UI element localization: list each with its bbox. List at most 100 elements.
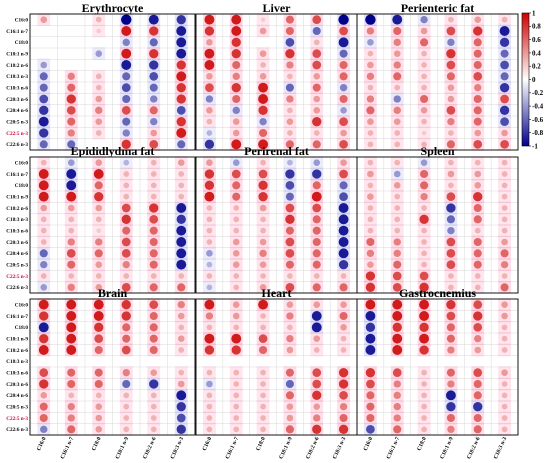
panel-title: Erythrocyte <box>82 1 144 15</box>
correlation-dot: Erythrocyte: C20:3 n-6 × C18:3 n-3 = 0.8 <box>176 94 186 104</box>
correlation-dot: Perienteric fat: C20:3 n-6 × C16:1 n-7 =… <box>393 95 401 103</box>
row-label: C18:0 <box>15 325 29 331</box>
correlation-dot: Perienteric fat: C16:1 n-7 × C16:1 n-7 =… <box>393 26 402 36</box>
correlation-dot: Perienteric fat: C18:0 × C16:0 = -0.4 <box>367 39 374 46</box>
panel-border <box>29 13 196 151</box>
correlation-dot: Epididlydma fat: C18:2 n-6 × C16:1 n-7 =… <box>67 204 75 212</box>
correlation-dot: Liver: C20:4 n-6 × C18:3 n-3 = -0.4 <box>340 107 347 114</box>
correlation-dot: Perirenal fat: C16:0 × C18:0 = 0.3 <box>260 159 266 166</box>
correlation-dot: Brain: C16:1 n-7 × C18:3 n-3 = 0.4 <box>177 312 185 320</box>
correlation-dot: Brain: C18:0 × C16:0 = -0.9 <box>38 322 49 333</box>
correlation-dot: Perirenal fat: C18:3 n-6 × C18:1 n-9 = 0… <box>285 226 294 235</box>
correlation-dot: Perirenal fat: C18:3 n-3 × C18:1 n-9 = 0… <box>285 214 295 224</box>
correlation-dot: Heart: C20:5 n-3 × C16:0 = 0.3 <box>206 403 213 410</box>
correlation-dot: Liver: C18:2 n-6 × C18:0 = 0.3 <box>260 62 266 68</box>
correlation-dot: Spleen: C22:6 n-3 × C18:3 n-3 = 0.6 <box>500 283 509 292</box>
correlation-dot: Liver: C20:5 n-3 × C16:1 n-7 = 0.4 <box>232 118 240 125</box>
correlation-dot: Perienteric fat: C16:0 × C18:0 = -0.5 <box>420 15 428 24</box>
correlation-dot: Epididlydma fat: C18:0 × C18:0 = 0.6 <box>94 181 103 190</box>
correlation-dot: Epididlydma fat: C18:3 n-6 × C18:2 n-6 =… <box>149 226 158 235</box>
correlation-dot: Perirenal fat: C18:1 n-9 × C16:1 n-7 = 0… <box>232 192 241 201</box>
row-label: C20:5 n-3 <box>6 119 28 125</box>
correlation-dot: Epididlydma fat: C20:3 n-6 × C18:2 n-6 =… <box>149 237 158 247</box>
correlation-dot: Heart: C16:0 × C18:0 = 0.9 <box>258 299 269 310</box>
row-label: C20:4 n-6 <box>6 393 28 399</box>
correlation-dot: Brain: C22:5 n-3 × C18:1 n-9 = 0.3 <box>123 415 130 421</box>
row-label: C20:5 n-3 <box>6 262 28 268</box>
correlation-dot: Gastrocnemius: C16:1 n-7 × C18:0 = 0.9 <box>419 311 430 321</box>
correlation-dot: Perirenal fat: C18:2 n-6 × C16:1 n-7 = 0… <box>233 205 240 211</box>
correlation-dot: Brain: C16:1 n-7 × C16:0 = 0.8 <box>39 311 49 321</box>
correlation-dot: Heart: C16:1 n-7 × C16:1 n-7 = 0.4 <box>232 312 240 320</box>
row-label: C22:5 n-3 <box>6 274 28 280</box>
panel: BrainBrain: C16:0 × C16:0 = 0.9Brain: C1… <box>6 286 196 460</box>
correlation-dot: Liver: C18:3 n-6 × C16:1 n-7 = 0.8 <box>231 83 241 93</box>
correlation-dot: Epididlydma fat: C18:1 n-9 × C18:2 n-6 =… <box>150 193 157 200</box>
correlation-dot: Epididlydma fat: C20:5 n-3 × C16:1 n-7 =… <box>67 260 76 269</box>
column-label: C16:1 n-7 <box>60 436 75 460</box>
correlation-dot: Liver: C20:3 n-6 × C18:1 n-9 = 0.5 <box>286 95 294 103</box>
correlation-dot: Brain: C16:0 × C16:0 = 0.9 <box>38 299 49 310</box>
correlation-dot: Spleen: C18:1 n-9 × C18:2 n-6 = 0.8 <box>473 192 483 202</box>
correlation-dot: Spleen: C22:5 n-3 × C18:1 n-9 = 0.3 <box>448 273 454 279</box>
correlation-dot: Heart: C18:3 n-6 × C16:1 n-7 = 0.3 <box>233 369 240 376</box>
correlation-dot: Perirenal fat: C18:1 n-9 × C18:0 = 0.8 <box>258 192 268 202</box>
correlation-dot: Liver: C22:6 n-3 × C18:1 n-9 = 0.6 <box>285 140 294 149</box>
correlation-dot: Brain: C20:3 n-6 × C18:1 n-9 = -0.6 <box>122 379 131 389</box>
correlation-dot: Heart: C16:1 n-7 × C18:1 n-9 = 0.5 <box>286 312 294 320</box>
correlation-dot: Epididlydma fat: C18:2 n-6 × C18:1 n-9 =… <box>121 203 131 213</box>
correlation-dot: Epididlydma fat: C20:4 n-6 × C18:3 n-3 =… <box>176 248 187 259</box>
correlation-dot: Heart: C18:1 n-9 × C18:1 n-9 = 0.5 <box>286 334 294 343</box>
correlation-dot: Erythrocyte: C20:3 n-6 × C18:2 n-6 = -0.… <box>150 95 158 103</box>
correlation-dot: Spleen: C18:3 n-6 × C18:2 n-6 = 0.3 <box>474 227 481 234</box>
correlation-dot: Heart: C20:4 n-6 × C18:0 = 0.3 <box>260 392 266 399</box>
colorbar-tick-label: 1 <box>532 9 536 17</box>
correlation-dot: Heart: C20:3 n-6 × C18:1 n-9 = -0.6 <box>285 379 294 389</box>
correlation-dot: Gastrocnemius: C18:0 × C18:2 n-6 = 0.7 <box>473 322 483 332</box>
correlation-dot: Brain: C20:5 n-3 × C18:3 n-3 = -0.8 <box>176 402 186 412</box>
correlation-dot: Epididlydma fat: C20:5 n-3 × C18:1 n-9 =… <box>122 260 130 269</box>
correlation-dot: Erythrocyte: C22:6 n-3 × C18:1 n-9 = 0.8 <box>121 139 131 149</box>
correlation-dot: Epididlydma fat: C16:0 × C18:2 n-6 = 0.3 <box>150 159 157 166</box>
correlation-dot: Spleen: C18:3 n-6 × C16:0 = 0.3 <box>367 227 374 234</box>
correlation-dot: Erythrocyte: C16:1 n-7 × C18:3 n-3 = -0.… <box>176 26 187 36</box>
correlation-dot: Perirenal fat: C22:5 n-3 × C18:2 n-6 = 0… <box>313 273 320 279</box>
correlation-dot: Gastrocnemius: C16:1 n-7 × C18:2 n-6 = 0… <box>473 311 483 321</box>
correlation-dot: Perirenal fat: C18:1 n-9 × C18:2 n-6 = 0… <box>311 191 322 202</box>
correlation-dot: Liver: C16:0 × C18:0 = 0.2 <box>260 17 266 22</box>
correlation-dot: Heart: C22:6 n-3 × C16:1 n-7 = 0.3 <box>233 426 240 433</box>
correlation-dot: Spleen: C18:1 n-9 × C16:0 = 0.4 <box>367 193 374 200</box>
row-label: C22:6 n-3 <box>6 285 28 291</box>
correlation-dot: Gastrocnemius: C20:3 n-6 × C18:2 n-6 = 0… <box>473 379 482 389</box>
correlation-dot: Brain: C18:1 n-9 × C16:1 n-7 = 0.9 <box>66 333 77 344</box>
correlation-dot: Erythrocyte: C22:6 n-3 × C18:3 n-3 = -0.… <box>177 140 186 149</box>
correlation-dot: Perirenal fat: C16:1 n-7 × C16:0 = 0.8 <box>204 169 215 179</box>
correlation-dot: Spleen: C18:3 n-6 × C18:1 n-9 = -0.5 <box>447 226 455 235</box>
correlation-dot: Perienteric fat: C18:3 n-6 × C16:1 n-7 =… <box>394 84 401 91</box>
correlation-dot: Erythrocyte: C18:1 n-9 × C18:0 = -0.4 <box>95 50 103 57</box>
correlation-dot: Spleen: C16:0 × C18:2 n-6 = 0.3 <box>474 159 481 166</box>
correlation-dot: Erythrocyte: C18:2 n-6 × C18:2 n-6 = -0.… <box>149 60 159 70</box>
correlation-dot: Heart: C20:5 n-3 × C18:1 n-9 = 0.4 <box>286 403 294 410</box>
correlation-dot: Liver: C16:0 × C18:1 n-9 = 0.6 <box>285 15 294 24</box>
correlation-dot: Spleen: C20:3 n-6 × C18:3 n-3 = 0.4 <box>501 238 508 246</box>
column-label: C18:2 n-6 <box>305 436 320 460</box>
correlation-dot: Erythrocyte: C20:5 n-3 × C16:1 n-7 = 0.6 <box>67 117 76 126</box>
correlation-dot: Spleen: C16:1 n-7 × C18:3 n-3 = 0.3 <box>501 171 508 177</box>
correlation-dot: Spleen: C18:0 × C18:2 n-6 = 0.4 <box>474 182 482 189</box>
correlation-dot: Liver: C18:3 n-3 × C16:1 n-7 = 0.5 <box>232 72 240 81</box>
correlation-dot: Perienteric fat: C16:1 n-7 × C18:0 = 0.4 <box>420 27 428 35</box>
colorbar-tick-label: 0 <box>532 76 536 84</box>
column-label: C18:1 n-9 <box>439 436 454 460</box>
correlation-dot: Perienteric fat: C16:1 n-7 × C18:3 n-3 =… <box>499 26 510 36</box>
correlation-dot: Brain: C18:3 n-6 × C18:0 = 0.6 <box>94 368 103 377</box>
correlation-dot: Erythrocyte: C22:6 n-3 × C18:2 n-6 = 0.7 <box>149 139 159 149</box>
correlation-dot: Brain: C18:2 n-6 × C18:3 n-3 = 0.3 <box>178 347 185 353</box>
correlation-dot: Epididlydma fat: C22:5 n-3 × C18:3 n-3 =… <box>178 273 185 279</box>
correlation-dot: Erythrocyte: C18:3 n-3 × C16:0 = -0.6 <box>39 72 48 81</box>
correlation-dot: Gastrocnemius: C18:0 × C16:1 n-7 = 0.8 <box>392 322 402 332</box>
correlation-dot: Brain: C18:1 n-9 × C18:1 n-9 = 0.6 <box>122 334 131 343</box>
correlation-dot: Spleen: C22:5 n-3 × C18:3 n-3 = 0.3 <box>501 273 508 279</box>
correlation-dot: Liver: C20:5 n-3 × C18:2 n-6 = 0.8 <box>312 117 322 127</box>
row-label: C18:2 n-6 <box>6 63 28 69</box>
